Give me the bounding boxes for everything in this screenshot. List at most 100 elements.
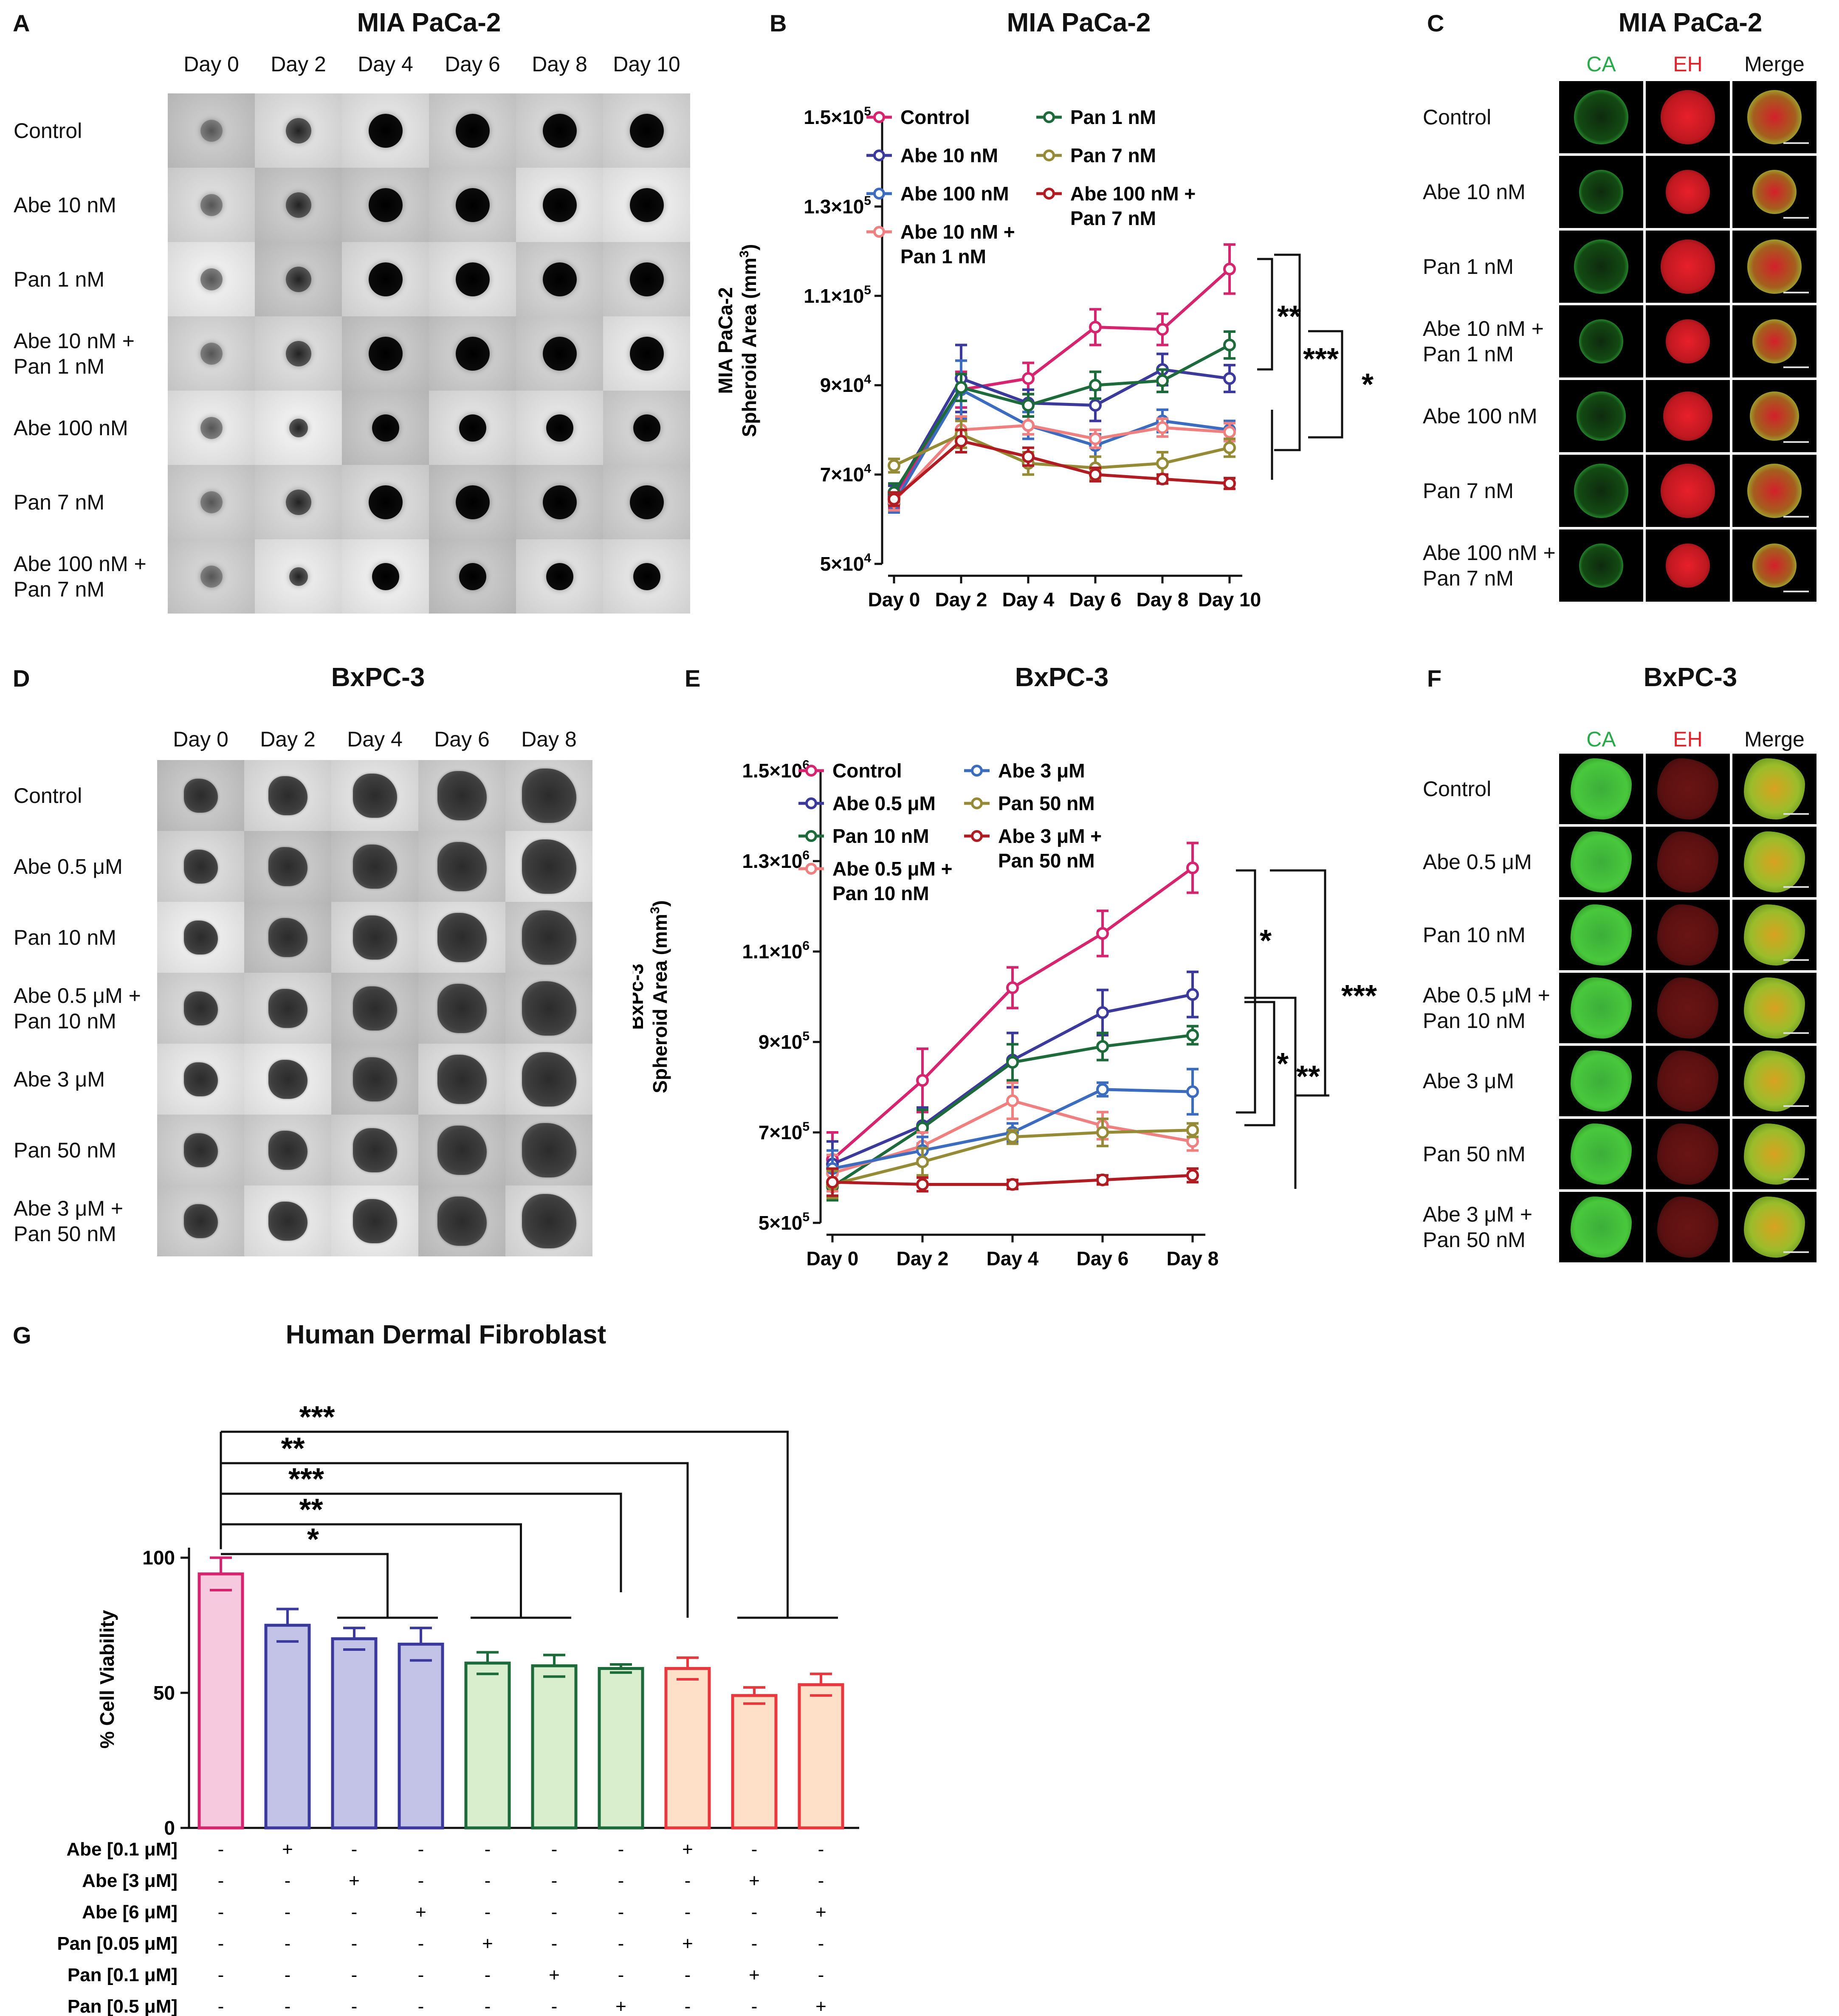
- fluorescent-spheroid: [1666, 319, 1710, 363]
- scale-bar: [1783, 1105, 1809, 1107]
- fluorescence-image-tile: [1559, 305, 1643, 377]
- treatment-row-label: Abe 10 nM + Pan 1 nM: [14, 329, 135, 378]
- spheroid-blob: [285, 192, 311, 218]
- fluorescence-image-tile: [1646, 1046, 1730, 1116]
- treatment-mark: -: [218, 1965, 224, 1985]
- spheroid-image-tile: [331, 831, 418, 902]
- treatment-mark: -: [418, 1870, 424, 1891]
- legend-entry: Abe 0.5 μM +Pan 10 nM: [798, 858, 953, 904]
- significance-label: *: [1362, 368, 1374, 402]
- spheroid-blob: [183, 1204, 218, 1238]
- spheroid-blob: [368, 188, 403, 222]
- spheroid-blob: [459, 563, 486, 590]
- data-point: [1186, 1169, 1199, 1182]
- spheroid-image-tile: [255, 316, 342, 391]
- spheroid-blob: [353, 1199, 397, 1243]
- legend-label: Abe 3 μM: [998, 760, 1085, 782]
- panel-letter-e: E: [685, 665, 701, 692]
- spheroid-image-tile: [429, 391, 516, 465]
- sig-bracket: [221, 1492, 622, 1592]
- y-tick-exponent: 5: [864, 283, 871, 297]
- data-point: [955, 434, 967, 448]
- data-point: [888, 459, 900, 472]
- treatment-row-label: Abe 3 μM: [1423, 1069, 1515, 1093]
- y-axis-label-exponent: 3: [648, 907, 662, 914]
- spheroid-blob: [353, 844, 397, 889]
- y-tick-exponent: 4: [864, 462, 871, 476]
- treatment-mark: -: [551, 1933, 558, 1954]
- series-line: [893, 344, 1230, 493]
- treatment-mark: +: [615, 1996, 626, 2016]
- y-tick-label: 50: [153, 1682, 175, 1704]
- spheroid-image-tile: [331, 760, 418, 831]
- spheroid-blob: [268, 776, 307, 815]
- spheroid-blob: [368, 262, 403, 296]
- spheroid-blob: [455, 262, 490, 296]
- data-point: [1186, 1123, 1199, 1137]
- legend-label: Pan 10 nM: [832, 825, 929, 847]
- fluorescent-spheroid: [1579, 319, 1623, 363]
- fluorescent-spheroid: [1657, 1197, 1718, 1258]
- spheroid-image-tile: [244, 831, 331, 902]
- panel-letter-f: F: [1427, 665, 1442, 692]
- spheroid-blob: [542, 485, 577, 519]
- spheroid-blob: [285, 489, 311, 515]
- x-tick-label: Day 0: [807, 1247, 859, 1270]
- fluorescence-image-tile: [1646, 305, 1730, 377]
- treatment-mark: -: [485, 1902, 491, 1923]
- treatment-label: Abe [6 μM]: [82, 1902, 178, 1923]
- spheroid-blob: [285, 118, 311, 144]
- chart-b: 5×104 7×104 9×104 1.1×105 1.3×105 1.5×105 Day …: [714, 104, 1374, 611]
- channel-column-label: EH: [1673, 727, 1703, 751]
- y-tick-exponent: 4: [864, 551, 871, 565]
- bar: [331, 1637, 378, 1830]
- legend-label: Abe 0.5 μM +: [832, 858, 953, 880]
- sig-bracket: [1274, 253, 1301, 451]
- data-point: [1006, 1178, 1019, 1191]
- y-axis-label: BxPc-3 Spheroid Area (mm3): [633, 900, 671, 1093]
- x-tick-label: Day 2: [935, 588, 987, 611]
- spheroid-image-tile: [244, 760, 331, 831]
- treatment-row-label: Pan 1 nM: [14, 267, 105, 291]
- spheroid-blob: [459, 414, 486, 442]
- bar: [731, 1694, 778, 1830]
- spheroid-image-tile: [505, 902, 592, 973]
- spheroid-image-tile: [157, 760, 244, 831]
- spheroid-image-tile: [429, 316, 516, 391]
- fluorescent-spheroid: [1571, 1197, 1632, 1258]
- significance-label: **: [1277, 300, 1301, 334]
- data-point: [1223, 262, 1236, 276]
- spheroid-image-tile: [168, 168, 255, 242]
- treatment-mark: -: [751, 1839, 758, 1860]
- y-tick-exponent: 5: [802, 1210, 809, 1224]
- treatment-row-label: Pan 1 nM: [1423, 255, 1514, 279]
- legend-label: Abe 10 nM: [900, 144, 998, 166]
- legend-entry: Abe 10 nM: [866, 144, 998, 166]
- panel-letter-c: C: [1427, 10, 1444, 37]
- data-point: [1089, 399, 1102, 412]
- data-point: [1022, 450, 1035, 463]
- treatment-mark: -: [218, 1933, 224, 1954]
- spheroid-blob: [285, 341, 311, 366]
- panel-letter-a: A: [13, 10, 30, 37]
- panel-letter-d: D: [13, 665, 30, 692]
- spheroid-image-tile: [168, 316, 255, 391]
- spheroid-image-tile: [255, 93, 342, 168]
- data-point: [1089, 379, 1102, 392]
- spheroid-blob: [629, 113, 664, 148]
- data-point: [888, 493, 900, 506]
- spheroid-blob: [268, 918, 307, 957]
- treatment-mark: -: [551, 1902, 558, 1923]
- treatment-mark: -: [685, 1902, 691, 1923]
- day-column-label: Day 0: [183, 52, 239, 76]
- spheroid-blob: [546, 414, 573, 442]
- data-point: [1186, 1085, 1199, 1098]
- spheroid-image-tile: [157, 1044, 244, 1115]
- spheroid-blob: [437, 771, 487, 820]
- treatment-row-label: Pan 50 nM: [1423, 1142, 1526, 1166]
- spheroid-blob: [372, 414, 399, 442]
- legend-entry: Pan 50 nM: [964, 792, 1095, 814]
- data-point: [1223, 372, 1236, 385]
- fluorescence-image-tile: [1732, 305, 1816, 377]
- spheroid-image-tile: [418, 1115, 505, 1185]
